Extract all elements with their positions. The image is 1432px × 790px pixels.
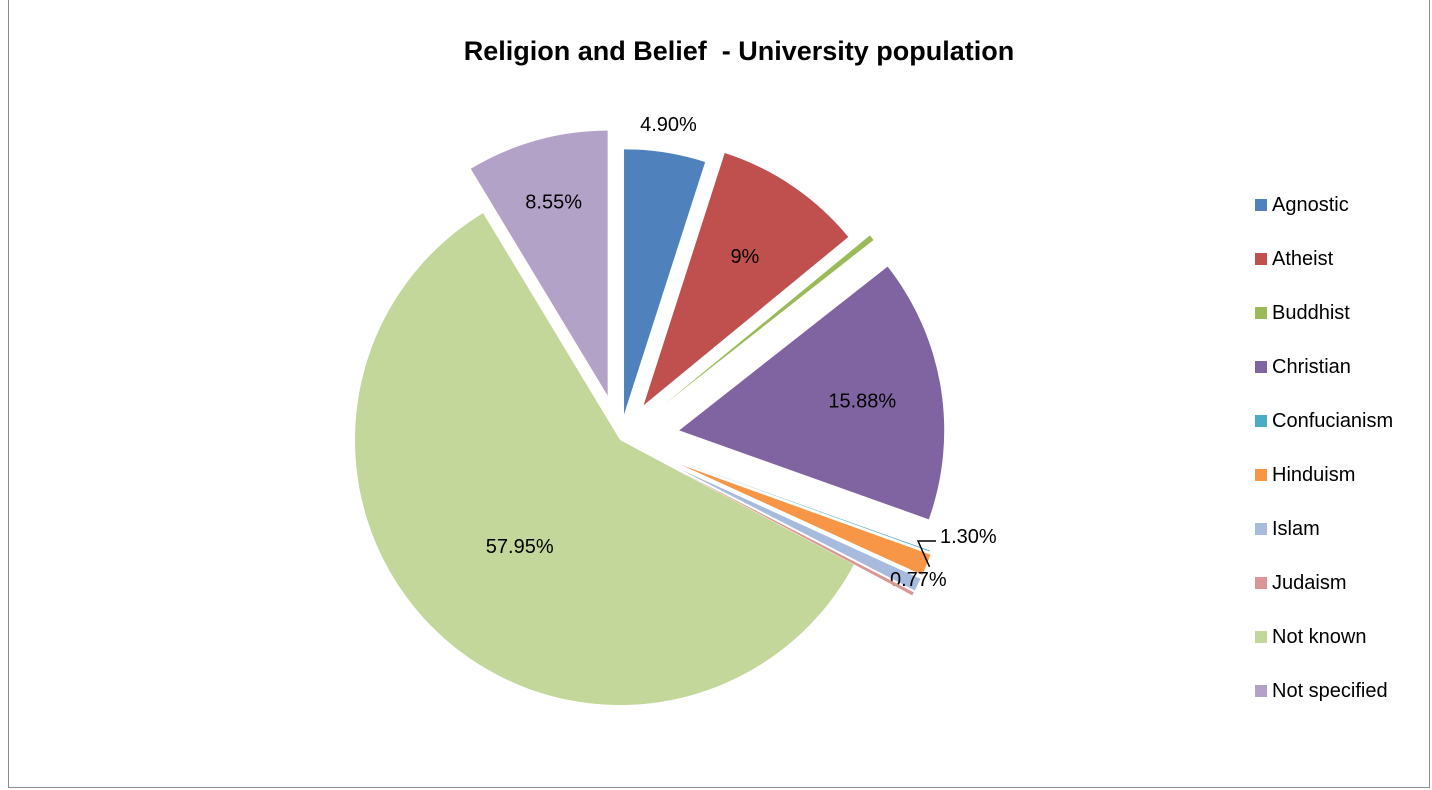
legend-item-confucianism: Confucianism — [1255, 394, 1425, 448]
legend-item-hinduism: Hinduism — [1255, 448, 1425, 502]
chart-legend: Agnostic Atheist Buddhist Christian Confucia… — [1255, 178, 1425, 718]
data-label-not-specified: 8.55% — [525, 192, 582, 214]
legend-item-islam: Islam — [1255, 502, 1425, 556]
legend-item-christian: Christian — [1255, 340, 1425, 394]
data-label-hinduism: 1.30% — [940, 526, 997, 548]
data-label-islam: 0.77% — [890, 569, 947, 591]
data-label-not-known: 57.95% — [486, 536, 554, 558]
legend-label: Buddhist — [1272, 301, 1350, 324]
pie-slice-not-known — [355, 213, 854, 705]
legend-item-agnostic: Agnostic — [1255, 178, 1425, 232]
data-label-agnostic: 4.90% — [640, 114, 697, 136]
legend-swatch — [1255, 199, 1267, 211]
pie-slice-agnostic — [624, 149, 706, 415]
legend-label: Judaism — [1272, 571, 1347, 594]
data-label-atheist: 9% — [730, 246, 759, 268]
legend-label: Hinduism — [1272, 463, 1356, 486]
legend-label: Atheist — [1272, 247, 1334, 270]
pie-slice-buddhist — [665, 235, 874, 404]
legend-item-buddhist: Buddhist — [1255, 286, 1425, 340]
legend-swatch — [1255, 577, 1267, 589]
legend-swatch — [1255, 361, 1267, 373]
pie-slice-atheist — [643, 152, 849, 406]
pie-slice-christian — [679, 266, 945, 520]
legend-label: Islam — [1272, 517, 1320, 540]
legend-label: Not known — [1272, 625, 1367, 648]
legend-label: Christian — [1272, 355, 1351, 378]
pie-slice-confucianism — [680, 461, 930, 552]
pie-slice-islam — [679, 468, 921, 591]
pie-slice-not-specified — [470, 130, 608, 396]
legend-swatch — [1255, 685, 1267, 697]
legend-swatch — [1255, 469, 1267, 481]
leader-line-hinduism — [916, 540, 936, 568]
legend-item-atheist: Atheist — [1255, 232, 1425, 286]
legend-swatch — [1255, 415, 1267, 427]
legend-item-judaism: Judaism — [1255, 556, 1425, 610]
chart-title: Religion and Belief - University populat… — [463, 36, 1015, 66]
legend-item-not-known: Not known — [1255, 610, 1425, 664]
pie-slice-hinduism — [681, 464, 931, 575]
legend-swatch — [1255, 307, 1267, 319]
legend-swatch — [1255, 631, 1267, 643]
legend-swatch — [1255, 253, 1267, 265]
legend-item-not-specified: Not specified — [1255, 664, 1425, 718]
data-label-christian: 15.88% — [828, 390, 896, 412]
pie-slice-judaism — [678, 470, 914, 596]
legend-label: Confucianism — [1272, 409, 1394, 432]
legend-label: Not specified — [1272, 679, 1388, 702]
legend-label: Agnostic — [1272, 193, 1349, 216]
legend-swatch — [1255, 523, 1267, 535]
